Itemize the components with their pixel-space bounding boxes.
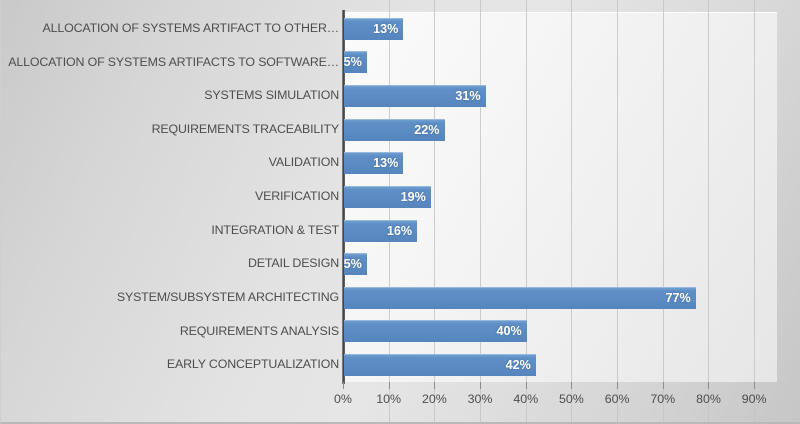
bar-fill: 13% — [344, 152, 404, 175]
bar-value-label: 19% — [400, 189, 426, 204]
bar-row: SYSTEMS SIMULATION 31% — [1, 79, 800, 113]
bar[interactable]: 13% — [344, 152, 404, 175]
bar[interactable]: 77% — [344, 286, 696, 309]
bar-fill: 40% — [344, 320, 527, 343]
category-label: VERIFICATION — [254, 189, 339, 204]
category-label: VALIDATION — [268, 155, 339, 170]
bar-value-label: 40% — [496, 324, 522, 339]
gridline — [708, 0, 710, 422]
gridline — [434, 0, 436, 422]
axis-tick-mark — [662, 382, 664, 389]
gridline — [571, 0, 573, 422]
axis-tick-mark — [480, 382, 482, 389]
axis-tick-mark — [525, 382, 527, 389]
gridline — [754, 0, 756, 422]
bar-value-label: 13% — [373, 21, 399, 36]
bar-row: VALIDATION 13% — [1, 146, 800, 180]
category-label: EARLY CONCEPTUALIZATION — [166, 357, 339, 372]
bar-fill: 19% — [344, 185, 431, 208]
axis-tick-label: 0% — [334, 392, 352, 406]
bar[interactable]: 42% — [344, 353, 536, 376]
axis-tick-label: 90% — [741, 392, 767, 406]
bar[interactable]: 19% — [344, 185, 431, 208]
category-label: REQUIREMENTS TRACEABILITY — [151, 121, 340, 136]
axis-tick-label: 30% — [467, 392, 493, 406]
bar-row: SYSTEM/SUBSYSTEM ARCHITECTING 77% — [1, 281, 800, 315]
axis-tick-mark — [343, 382, 344, 389]
bar[interactable]: 13% — [344, 17, 404, 40]
bar[interactable]: 5% — [343, 253, 367, 276]
bar-fill: 5% — [343, 51, 367, 74]
axis-tick-mark — [571, 382, 573, 389]
axis-tick-mark — [617, 382, 619, 389]
category-axis-line — [342, 10, 345, 384]
axis-tick-label: 70% — [650, 392, 676, 406]
bar-row: VERIFICATION 19% — [1, 180, 800, 214]
bar-row: DETAIL DESIGN 5% — [1, 247, 800, 281]
bar[interactable]: 22% — [344, 118, 445, 141]
bar-fill: 42% — [344, 353, 536, 376]
axis-tick-label: 60% — [604, 392, 630, 406]
category-label: DETAIL DESIGN — [248, 256, 339, 271]
bar-row: ALLOCATION OF SYSTEMS ARTIFACT TO OTHER…… — [1, 12, 800, 46]
category-label: ALLOCATION OF SYSTEMS ARTIFACTS TO SOFTW… — [8, 54, 339, 69]
gridline — [388, 0, 390, 422]
category-label: REQUIREMENTS ANALYSIS — [179, 323, 339, 338]
category-label: INTEGRATION & TEST — [211, 222, 339, 237]
bar-fill: 77% — [344, 286, 696, 309]
axis-tick-label: 80% — [696, 392, 721, 406]
bar-value-label: 77% — [665, 290, 691, 305]
axis-tick-label: 40% — [513, 392, 539, 406]
bar-fill: 31% — [344, 85, 486, 108]
bar-row: EARLY CONCEPTUALIZATION 42% — [1, 348, 800, 382]
bar-fill: 16% — [344, 219, 418, 242]
bar[interactable]: 31% — [344, 85, 486, 108]
bar[interactable]: 40% — [344, 320, 527, 343]
axis-tick-mark — [708, 382, 710, 389]
bar[interactable]: 16% — [344, 219, 418, 242]
axis-tick-mark — [434, 382, 436, 389]
bar-row: REQUIREMENTS ANALYSIS 40% — [1, 315, 800, 349]
gridline — [662, 0, 664, 422]
bar-value-label: 16% — [386, 223, 413, 238]
bar-value-label: 42% — [505, 357, 531, 372]
bar-value-label: 5% — [343, 257, 362, 272]
bar[interactable]: 5% — [343, 51, 367, 74]
bar-row: REQUIREMENTS TRACEABILITY 22% — [1, 113, 800, 147]
axis-tick-label: 50% — [559, 392, 584, 406]
axis-tick-mark — [388, 382, 390, 389]
bar-value-label: 5% — [343, 55, 362, 70]
axis-tick-mark — [754, 382, 756, 389]
gridline — [525, 0, 527, 422]
bar-value-label: 22% — [414, 122, 440, 137]
bar-value-label: 31% — [455, 89, 481, 104]
gridline — [617, 0, 619, 422]
bar-value-label: 13% — [373, 156, 399, 171]
bar-fill: 22% — [344, 118, 445, 141]
gridline — [480, 0, 482, 422]
axis-tick-label: 10% — [376, 392, 402, 406]
category-label: SYSTEMS SIMULATION — [204, 88, 339, 103]
axis-tick-label: 20% — [421, 392, 447, 406]
bar-row: ALLOCATION OF SYSTEMS ARTIFACTS TO SOFTW… — [1, 46, 800, 80]
bar-row: INTEGRATION & TEST 16% — [1, 214, 800, 248]
category-label: SYSTEM/SUBSYSTEM ARCHITECTING — [116, 289, 339, 304]
bar-fill: 13% — [344, 17, 404, 40]
bar-fill: 5% — [343, 253, 367, 276]
category-label: ALLOCATION OF SYSTEMS ARTIFACT TO OTHER… — [42, 21, 340, 35]
